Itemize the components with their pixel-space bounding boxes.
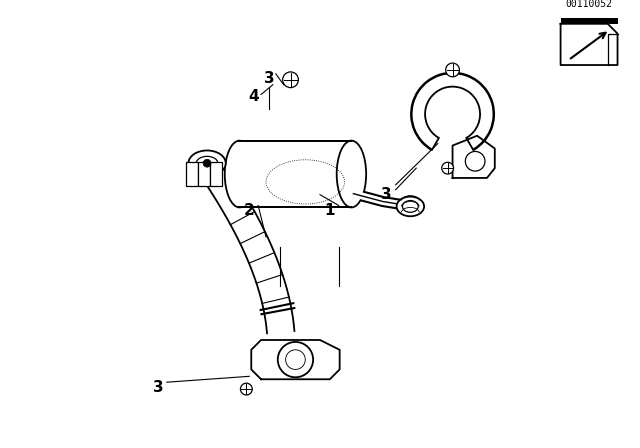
- Polygon shape: [239, 141, 351, 207]
- Ellipse shape: [225, 141, 254, 207]
- Polygon shape: [252, 340, 340, 379]
- Circle shape: [445, 63, 460, 77]
- Text: 3: 3: [264, 71, 275, 86]
- Ellipse shape: [397, 197, 424, 216]
- Ellipse shape: [188, 151, 226, 176]
- Text: 4: 4: [248, 89, 259, 104]
- Circle shape: [442, 162, 454, 174]
- Circle shape: [241, 383, 252, 395]
- Polygon shape: [452, 136, 495, 178]
- Circle shape: [203, 159, 211, 167]
- Text: 3: 3: [381, 187, 392, 202]
- Ellipse shape: [337, 141, 366, 207]
- Bar: [198, 162, 210, 186]
- Text: 00110052: 00110052: [566, 0, 612, 9]
- Polygon shape: [561, 24, 618, 65]
- Bar: [561, 18, 618, 24]
- Bar: [186, 162, 198, 186]
- Text: 2: 2: [244, 203, 255, 218]
- Circle shape: [283, 72, 298, 88]
- Text: 1: 1: [324, 203, 335, 218]
- Polygon shape: [200, 160, 294, 333]
- Bar: [210, 162, 222, 186]
- Text: 3: 3: [153, 379, 163, 395]
